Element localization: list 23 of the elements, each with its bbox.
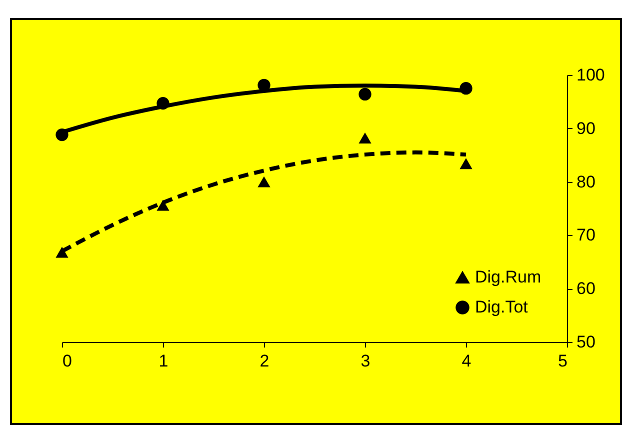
point bbox=[56, 128, 68, 142]
point bbox=[258, 176, 270, 188]
point bbox=[460, 82, 472, 95]
y-tick-label: 60 bbox=[576, 279, 596, 298]
x-tick-label: 2 bbox=[260, 352, 270, 370]
x-tick-label: 1 bbox=[158, 352, 168, 370]
point bbox=[358, 132, 372, 144]
y-tick-label: 90 bbox=[576, 118, 596, 138]
y-tick-label: 70 bbox=[576, 226, 596, 245]
x-tick-label: 5 bbox=[558, 352, 568, 370]
point bbox=[460, 158, 472, 170]
y-tick-label: 50 bbox=[576, 332, 596, 352]
x-tick-label: 4 bbox=[462, 352, 472, 370]
point bbox=[358, 88, 372, 101]
y-tick-label: 80 bbox=[576, 172, 596, 192]
y-tick-label: 100 bbox=[576, 66, 605, 84]
x-tick-label: 3 bbox=[360, 352, 370, 370]
legend-label: Dig.Tot bbox=[475, 298, 528, 316]
x-tick-label: 0 bbox=[62, 352, 72, 370]
point bbox=[156, 200, 170, 211]
point bbox=[56, 246, 68, 258]
legend-label: Dig.Rum bbox=[475, 268, 542, 286]
point bbox=[156, 96, 170, 110]
